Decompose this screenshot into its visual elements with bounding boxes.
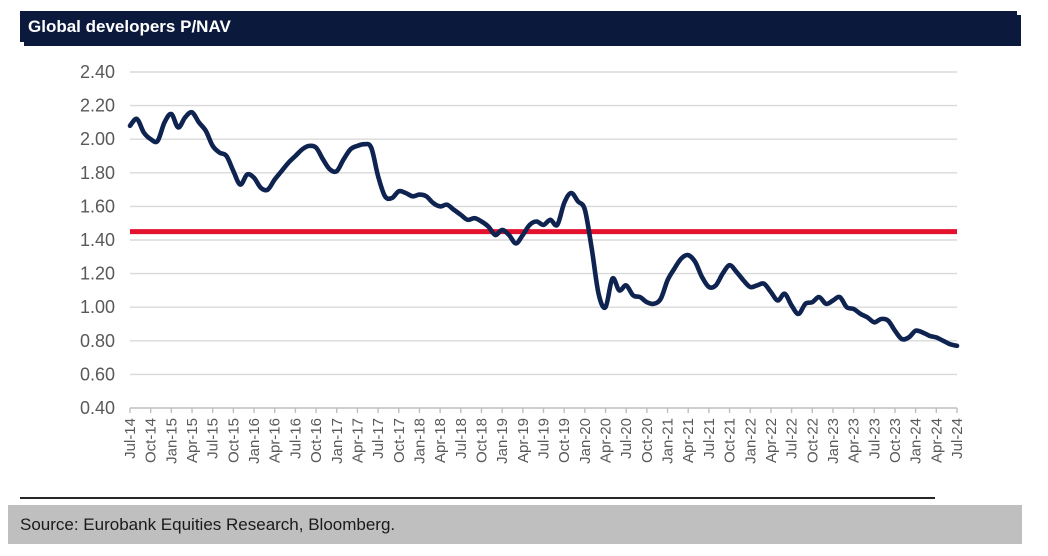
x-axis-label: Apr-22 (763, 418, 780, 463)
x-axis-label: Oct-18 (473, 418, 490, 463)
x-axis-label: Apr-23 (846, 418, 863, 463)
x-axis-label: Apr-20 (598, 418, 615, 463)
x-axis-label: Jul-23 (866, 418, 883, 459)
pnav-line-chart: 2.40 2.20 2.00 1.80 1.60 1.40 1.20 1.00 0.80 0.60… (80, 62, 966, 464)
x-axis-label: Jan-18 (411, 418, 428, 464)
y-axis-label: 0.60 (80, 364, 115, 384)
x-axis-label: Jan-21 (660, 418, 677, 464)
x-axis-label: Jan-17 (329, 418, 346, 464)
x-axis-label: Jul-15 (205, 418, 222, 459)
y-axis-label: 1.20 (80, 264, 115, 284)
x-axis-label: Jul-22 (784, 418, 801, 459)
y-axis-label: 2.00 (80, 129, 115, 149)
x-axis-label: Jan-20 (577, 418, 594, 464)
x-axis-label: Jul-14 (122, 418, 139, 459)
chart-title-bar: Global developers P/NAV (20, 11, 1017, 42)
x-axis-label: Apr-19 (515, 418, 532, 463)
x-axis-label: Oct-23 (887, 418, 904, 463)
x-axis-label: Jul-21 (701, 418, 718, 459)
x-axis-label: Oct-22 (804, 418, 821, 463)
x-axis-label: Apr-16 (267, 418, 284, 463)
x-axis-label: Oct-20 (639, 418, 656, 463)
x-axis-label: Jul-18 (453, 418, 470, 459)
x-axis-label: Oct-19 (556, 418, 573, 463)
pnav-series-line (127, 109, 960, 349)
source-text: Source: Eurobank Equities Research, Bloo… (20, 515, 396, 534)
x-axis-label: Oct-21 (722, 418, 739, 463)
y-axis-label: 1.00 (80, 297, 115, 317)
y-axis-label: 2.20 (80, 96, 115, 116)
y-axis-label: 2.40 (80, 62, 115, 82)
x-axis-label: Jan-16 (246, 418, 263, 464)
chart-footer-divider (20, 497, 935, 499)
x-axis-label: Apr-18 (432, 418, 449, 463)
y-axis-label: 0.80 (80, 331, 115, 351)
y-axis-label: 1.60 (80, 196, 115, 216)
x-axis-label: Oct-15 (225, 418, 242, 463)
x-axis-label: Oct-14 (143, 418, 160, 463)
x-axis-label: Jan-22 (742, 418, 759, 464)
y-axis-label: 0.40 (80, 398, 115, 418)
x-axis-label: Jul-20 (618, 418, 635, 459)
x-axis-label: Jan-19 (494, 418, 511, 464)
x-axis-label: Jan-23 (825, 418, 842, 464)
x-axis-label: Jan-24 (908, 418, 925, 464)
x-axis-label: Jul-16 (287, 418, 304, 459)
x-axis-label: Jul-17 (370, 418, 387, 459)
source-bar: Source: Eurobank Equities Research, Bloo… (8, 505, 1022, 544)
chart-title: Global developers P/NAV (28, 17, 231, 36)
x-axis-label: Jul-24 (949, 418, 966, 459)
x-axis-label: Jan-15 (163, 418, 180, 464)
x-axis-label: Apr-21 (680, 418, 697, 463)
x-axis-label: Jul-19 (536, 418, 553, 459)
y-axis-label: 1.80 (80, 163, 115, 183)
x-axis-label: Apr-17 (349, 418, 366, 463)
y-axis-label: 1.40 (80, 230, 115, 250)
x-axis-label: Oct-16 (308, 418, 325, 463)
x-axis-label: Oct-17 (391, 418, 408, 463)
x-axis-label: Apr-15 (184, 418, 201, 463)
x-axis-label: Apr-24 (928, 418, 945, 463)
